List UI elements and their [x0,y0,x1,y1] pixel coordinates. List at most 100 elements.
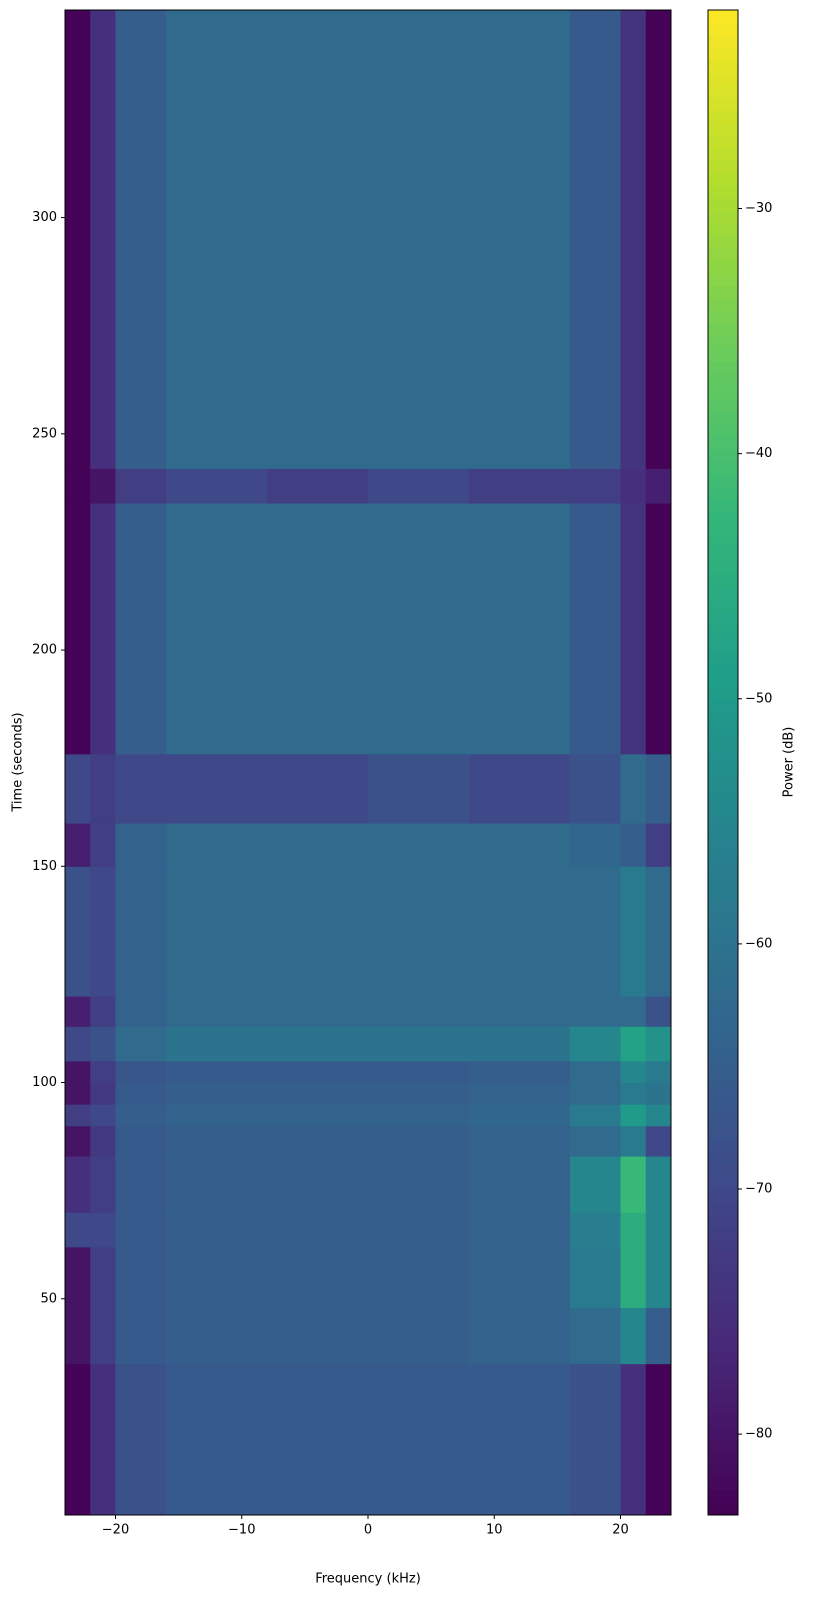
colorbar-segment [708,373,738,387]
heatmap-cell [570,823,621,867]
colorbar-segment [708,10,738,24]
heatmap-cell [90,866,116,997]
colorbar-segment [708,1025,738,1039]
colorbar-segment [708,1188,738,1202]
heatmap-cell [115,1082,167,1105]
colorbar-tick-label: −70 [745,1181,772,1196]
heatmap-cell [115,1307,167,1365]
heatmap-cell [620,468,647,504]
heatmap-cell [267,1104,369,1127]
colorbar-segment [708,398,738,412]
colorbar-segment [708,1063,738,1077]
heatmap-cell [90,503,116,755]
heatmap-cell [65,1125,91,1157]
colorbar-segment [708,1489,738,1503]
colorbar-segment [708,1402,738,1416]
colorbar-segment [708,173,738,187]
heatmap-cell [368,1212,470,1248]
y-tick-label: 250 [32,426,57,441]
colorbar-segment [708,1464,738,1478]
colorbar-tick-label: −60 [745,936,772,951]
colorbar-segment [708,386,738,400]
colorbar-segment [708,1326,738,1340]
heatmap-cell [469,996,571,1027]
heatmap-cell [115,1060,167,1084]
heatmap-cell [115,1156,167,1213]
colorbar-segment [708,1076,738,1090]
colorbar-segment [708,1301,738,1315]
y-tick-label: 300 [32,210,57,225]
colorbar-tick-label: −40 [745,446,772,461]
heatmap-cell [90,10,116,469]
colorbar-segment [708,1452,738,1466]
colorbar-segment [708,913,738,927]
heatmap-cell [469,1104,571,1127]
colorbar-segment [708,511,738,525]
heatmap-cell [570,1363,621,1516]
heatmap-cell [65,10,91,469]
colorbar-segment [708,762,738,776]
colorbar-segment [708,1289,738,1303]
colorbar-segment [708,486,738,500]
heatmap-cell [166,503,268,755]
heatmap-cell [645,468,672,504]
heatmap-cell [368,1125,470,1157]
heatmap-cell [65,753,91,824]
heatmap-cell [570,1082,621,1105]
colorbar-segment [708,411,738,425]
colorbar-segment [708,687,738,701]
colorbar-segment [708,586,738,600]
heatmap-cell [267,753,369,824]
heatmap-cell [570,1156,621,1213]
colorbar-segment [708,825,738,839]
heatmap-cell [368,823,470,867]
heatmap-cell [469,1246,571,1308]
heatmap-cell [469,1026,571,1062]
heatmap-cell [65,1082,91,1105]
colorbar-segment [708,22,738,36]
heatmap-cell [469,1060,571,1084]
heatmap-cell [166,1125,268,1157]
heatmap-cell [645,1060,672,1084]
colorbar-segment [708,122,738,136]
heatmap-cell [368,1156,470,1213]
colorbar-segment [708,97,738,111]
heatmap-cell [645,1125,672,1157]
heatmap-cell [368,1363,470,1516]
heatmap-cell [65,823,91,867]
heatmap-cell [368,468,470,504]
heatmap-cell [267,1307,369,1365]
heatmap-cell [368,996,470,1027]
heatmap-cell [267,1246,369,1308]
heatmap-cell [267,823,369,867]
heatmap-cell [570,503,621,755]
colorbar-segment [708,47,738,61]
colorbar-segment [708,1151,738,1165]
heatmap-cell [267,866,369,997]
heatmap-cell [90,1212,116,1248]
heatmap-cell [469,823,571,867]
heatmap-cell [570,1307,621,1365]
heatmap-cell [166,866,268,997]
colorbar-segment [708,850,738,864]
colorbar-segment [708,574,738,588]
heatmap-cell [469,866,571,997]
colorbar-segment [708,499,738,513]
heatmap-cell [65,503,91,755]
heatmap-cell [620,1104,647,1127]
colorbar-segment [708,637,738,651]
colorbar-segment [708,436,738,450]
colorbar-segment [708,950,738,964]
heatmap-cell [620,1060,647,1084]
heatmap-cell [166,753,268,824]
heatmap-cell [645,1307,672,1365]
heatmap-cell [645,1156,672,1213]
colorbar-segment [708,1276,738,1290]
heatmap-cell [368,1060,470,1084]
heatmap-cell [620,1212,647,1248]
colorbar-segment [708,1138,738,1152]
heatmap-cell [368,10,470,469]
heatmap-cell [65,1060,91,1084]
colorbar-segment [708,448,738,462]
